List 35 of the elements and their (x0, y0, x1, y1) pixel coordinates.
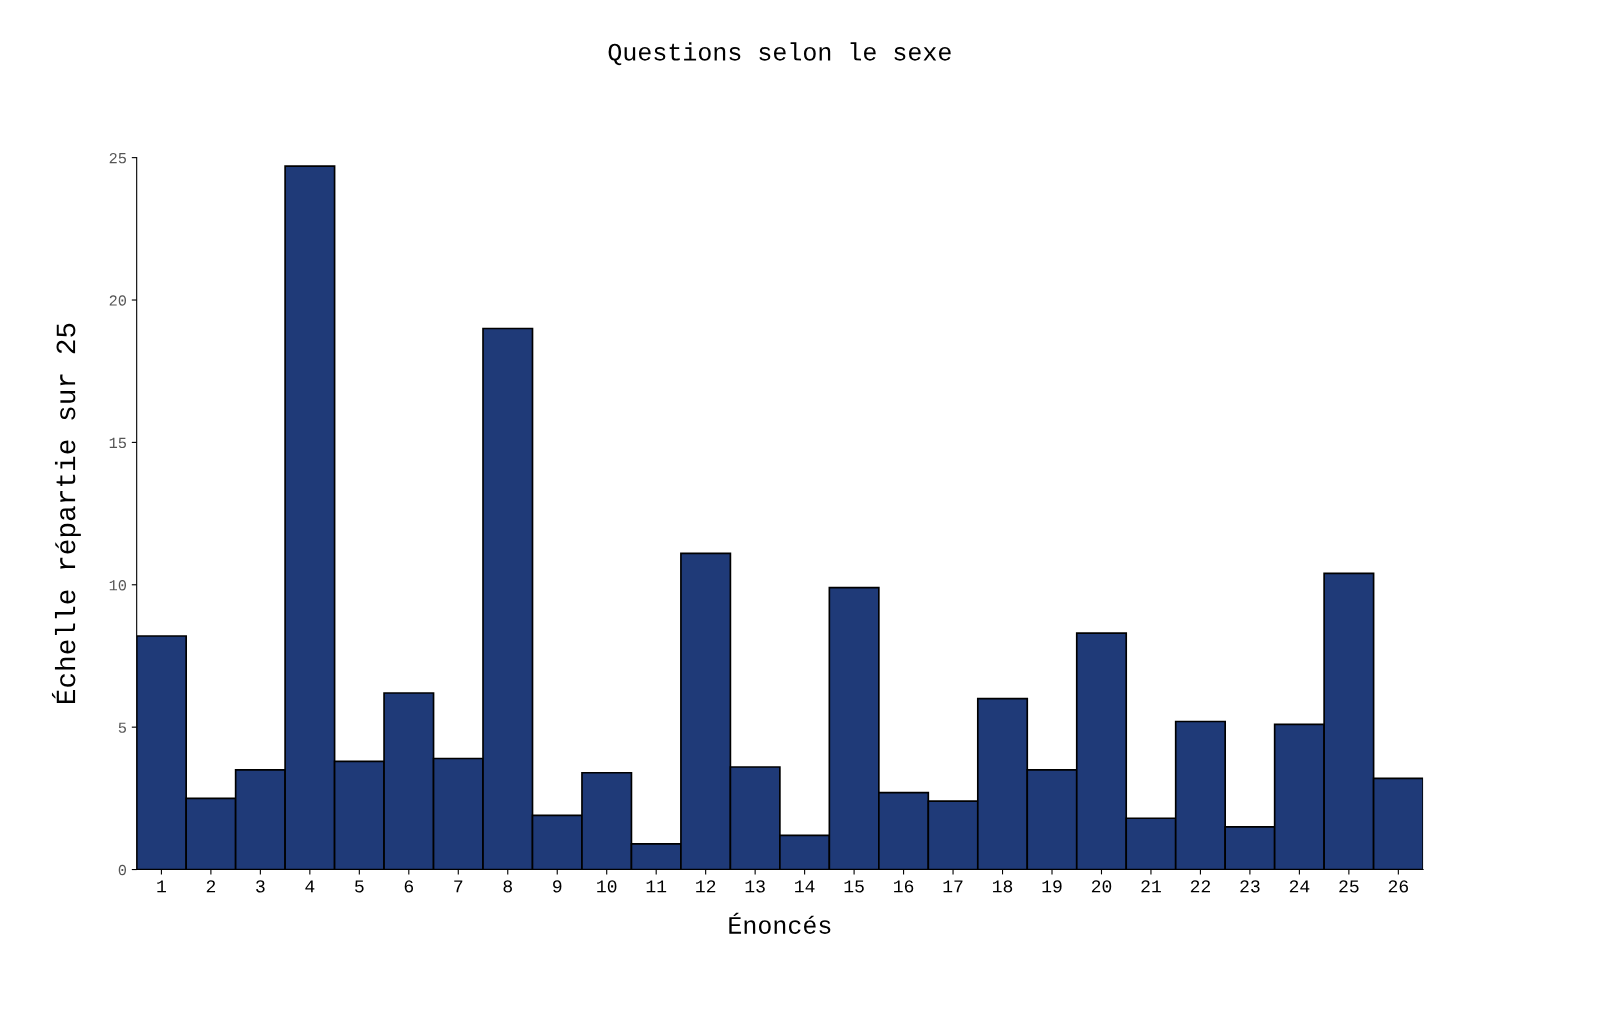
x-tick-label: 2 (206, 880, 216, 893)
y-tick-label: 5 (118, 722, 126, 733)
x-tick-label: 13 (745, 880, 765, 893)
x-tick-label: 17 (943, 880, 963, 893)
x-tick-label: 24 (1289, 880, 1310, 893)
x-tick-label: 14 (795, 880, 815, 893)
x-tick-label: 10 (597, 880, 617, 893)
x-tick-label: 19 (1042, 880, 1062, 893)
x-tick-label: 26 (1388, 880, 1408, 893)
y-axis-title: Échelle répartie sur 25 (51, 323, 81, 704)
y-tick-label: 15 (109, 437, 126, 449)
x-tick-label: 8 (503, 880, 512, 893)
x-tick-label: 12 (696, 880, 716, 893)
x-tick-label: 16 (894, 880, 914, 893)
x-tick-label: 22 (1190, 880, 1210, 893)
y-tick-label: 25 (109, 152, 126, 164)
y-tick-label: 10 (109, 580, 127, 591)
x-tick-label: 25 (1339, 880, 1359, 893)
x-tick-label: 5 (355, 880, 364, 893)
x-tick-label: 18 (993, 880, 1013, 893)
x-axis-title: Énoncés (729, 912, 831, 934)
x-tick-label: 9 (553, 880, 562, 893)
x-tick-label: 6 (404, 880, 414, 893)
x-tick-label: 3 (256, 880, 265, 893)
x-tick-label: 23 (1240, 880, 1260, 893)
chart-title: Questions selon le sexe (608, 42, 951, 66)
y-tick-label: 0 (118, 864, 127, 876)
x-tick-label: 21 (1141, 880, 1161, 893)
x-tick-label: 7 (454, 880, 463, 893)
y-tick-label: 20 (109, 295, 127, 306)
x-tick-label: 1 (157, 880, 166, 893)
x-tick-label: 15 (844, 880, 864, 893)
x-tick-label: 4 (305, 880, 315, 893)
x-tick-label: 11 (646, 880, 667, 893)
x-tick-label: 20 (1091, 880, 1112, 893)
